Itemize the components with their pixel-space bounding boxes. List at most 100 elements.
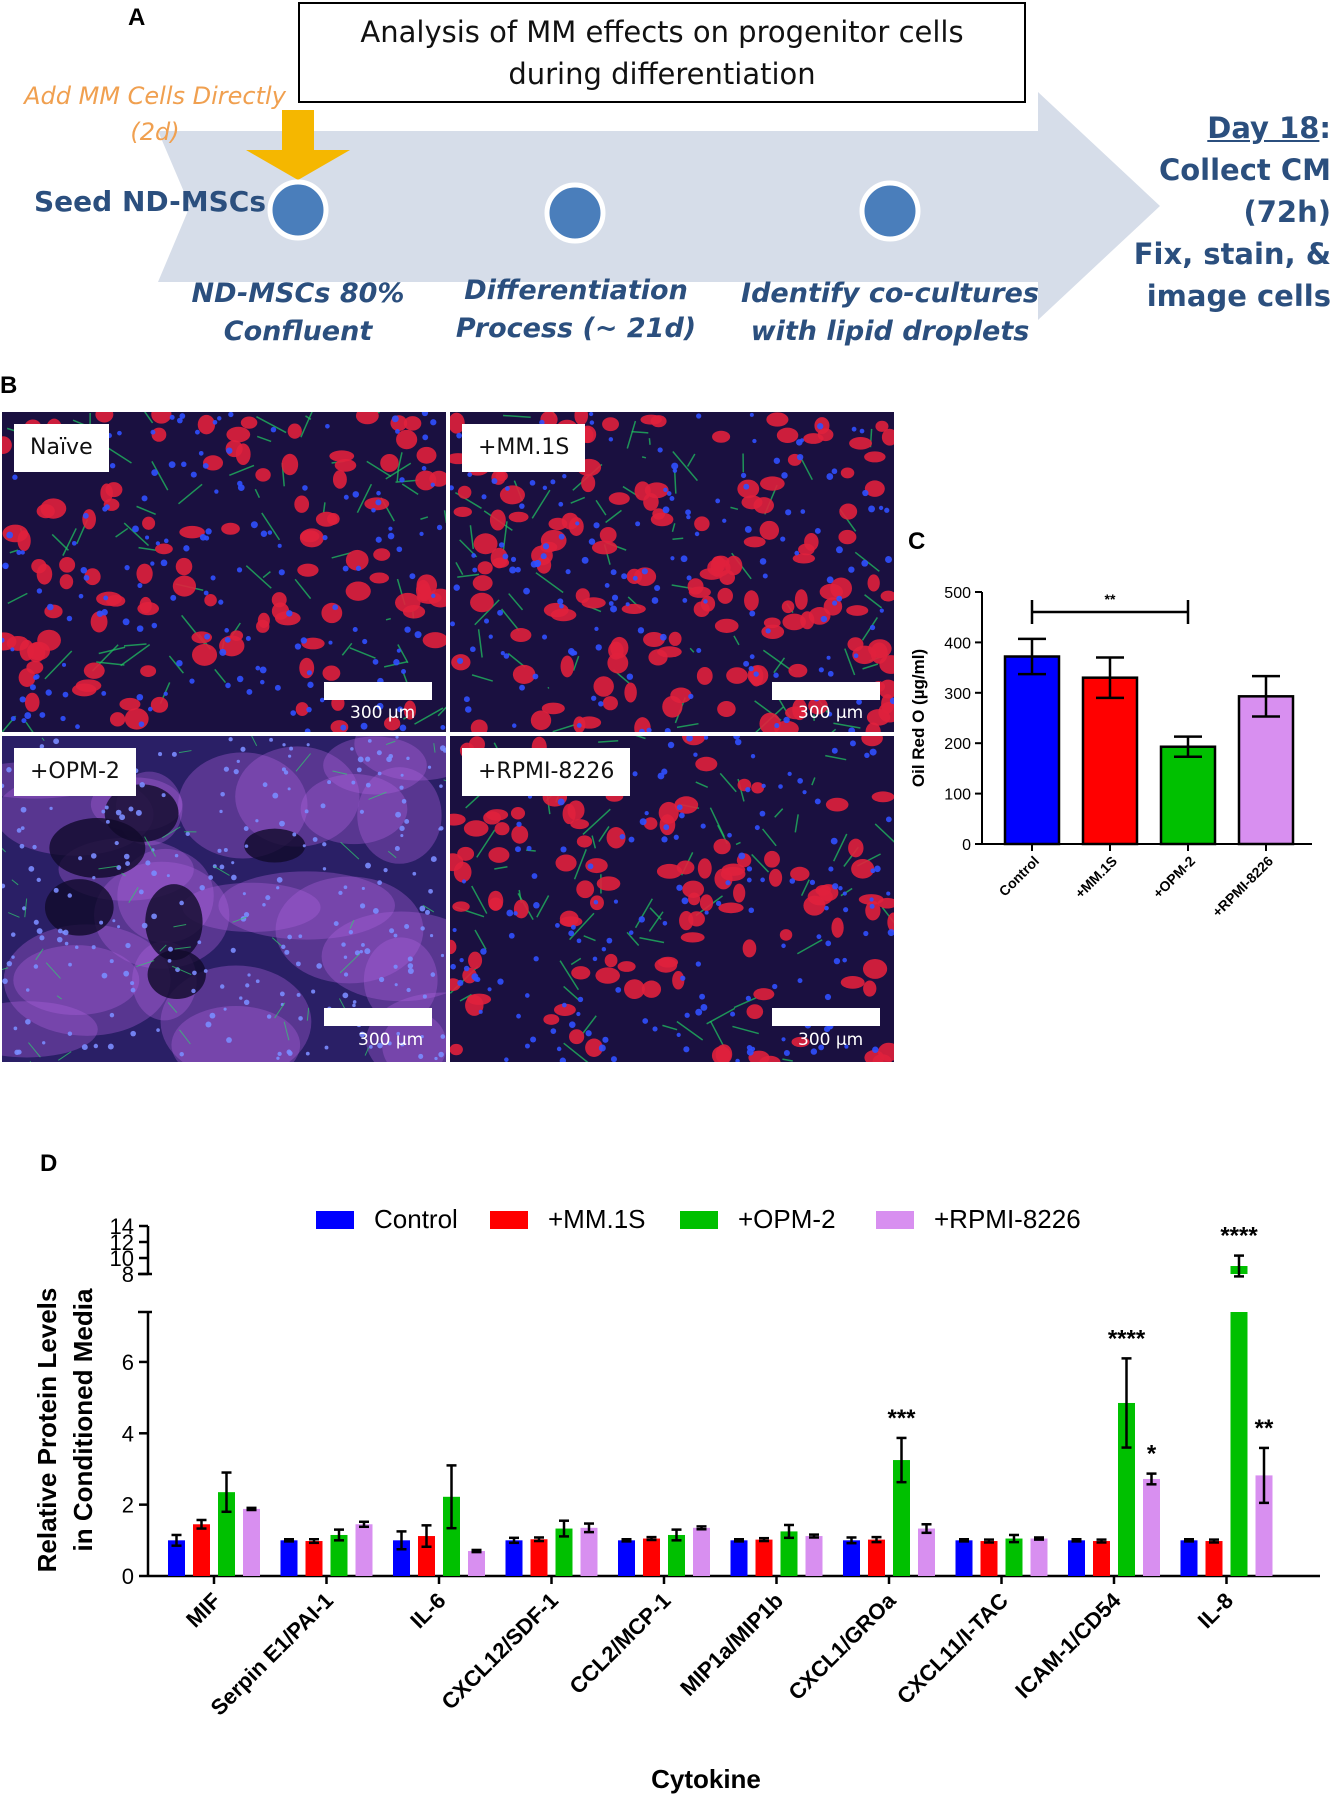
lipid-cell xyxy=(714,618,739,633)
actin-fiber xyxy=(825,754,847,761)
actin-fiber xyxy=(626,420,637,449)
nucleus xyxy=(169,414,175,420)
lipid-cell xyxy=(297,563,319,577)
actin-fiber xyxy=(25,721,34,732)
nucleus xyxy=(311,989,316,994)
nucleus xyxy=(128,806,134,812)
lipid-cell xyxy=(643,631,665,648)
nucleus xyxy=(265,895,271,901)
actin-fiber xyxy=(591,835,597,849)
lipid-cell xyxy=(541,702,565,715)
bar xyxy=(330,1534,348,1576)
nucleus xyxy=(827,670,834,677)
nucleus xyxy=(576,723,582,728)
lipid-cell xyxy=(791,1036,810,1048)
micrograph-opm2-label: +OPM-2 xyxy=(14,748,136,796)
lipid-cell xyxy=(585,858,608,874)
nucleus xyxy=(868,505,876,513)
actin-fiber xyxy=(648,911,664,932)
lipid-cell xyxy=(840,976,865,989)
actin-fiber xyxy=(214,668,227,684)
nucleus xyxy=(872,1046,879,1053)
lipid-cell xyxy=(864,480,885,497)
nucleus xyxy=(478,1009,483,1014)
lipid-cell xyxy=(373,548,391,561)
lipid-cell xyxy=(550,608,577,622)
bar xyxy=(1003,655,1061,846)
lipid-cell xyxy=(95,412,114,423)
add-mm-line2: (2d) xyxy=(130,118,180,146)
nucleus xyxy=(661,836,668,843)
actin-fiber xyxy=(631,430,649,434)
x-tick-label: CXCL11/I-TAC xyxy=(892,1588,1013,1709)
actin-fiber xyxy=(168,655,184,674)
lipid-cell xyxy=(849,436,873,450)
nucleus xyxy=(151,469,159,476)
nucleus xyxy=(869,748,877,756)
lipid-cell xyxy=(553,1003,576,1016)
nucleus xyxy=(760,877,765,883)
nucleus xyxy=(393,659,400,666)
nucleus xyxy=(610,1056,617,1062)
lipid-cell xyxy=(75,679,102,692)
lipid-cell xyxy=(766,412,789,427)
nucleus xyxy=(294,643,302,650)
nucleus xyxy=(859,428,865,434)
nucleus xyxy=(759,810,766,817)
nucleus xyxy=(610,569,617,576)
lipid-cell xyxy=(693,601,710,618)
nucleus xyxy=(420,1034,424,1039)
nucleus xyxy=(246,688,253,695)
nucleus xyxy=(533,902,540,909)
actin-fiber xyxy=(274,1002,286,1019)
nucleus xyxy=(450,485,454,491)
nucleus xyxy=(16,550,22,556)
nucleus xyxy=(644,810,649,816)
nucleus xyxy=(598,701,604,707)
nucleus xyxy=(141,495,148,502)
lipid-cell xyxy=(872,1054,892,1062)
lipid-cell xyxy=(852,645,877,665)
nucleus xyxy=(510,556,517,562)
nucleus xyxy=(101,609,108,616)
lipid-cell xyxy=(602,417,619,432)
nucleus xyxy=(428,888,433,894)
nucleus xyxy=(16,828,22,833)
nucleus xyxy=(179,900,184,906)
nucleus xyxy=(762,573,768,579)
day18-colon: : xyxy=(1319,111,1331,145)
nucleus xyxy=(19,843,25,849)
actin-fiber xyxy=(385,740,396,746)
nucleus xyxy=(93,1043,99,1049)
nucleus xyxy=(576,1011,581,1017)
lipid-cell xyxy=(831,917,844,938)
nucleus xyxy=(557,598,564,605)
nucleus xyxy=(439,784,443,788)
lipid-cell xyxy=(221,522,240,535)
nucleus xyxy=(796,453,804,461)
lipid-cell xyxy=(719,570,736,585)
lipid-cell xyxy=(840,467,855,479)
nucleus xyxy=(427,765,432,769)
nucleus xyxy=(305,1051,310,1056)
actin-fiber xyxy=(605,509,622,524)
nucleus xyxy=(83,574,90,581)
lipid-cell xyxy=(851,859,875,879)
lipid-cell xyxy=(657,956,679,968)
actin-fiber xyxy=(364,1047,370,1056)
nucleus xyxy=(283,770,289,775)
nucleus xyxy=(754,825,760,831)
y-tick-label: 300 xyxy=(944,686,971,703)
nucleus xyxy=(456,432,462,439)
nucleus xyxy=(652,1026,658,1032)
nucleus xyxy=(700,823,706,829)
nucleus xyxy=(190,471,197,478)
nucleus xyxy=(619,833,626,840)
actin-fiber xyxy=(7,592,28,605)
nucleus xyxy=(269,737,273,742)
x-tick-label: +MM.1S xyxy=(1072,853,1120,901)
actin-fiber xyxy=(570,496,586,504)
actin-fiber xyxy=(552,724,575,732)
y-tick-label: 10 xyxy=(110,1246,134,1271)
